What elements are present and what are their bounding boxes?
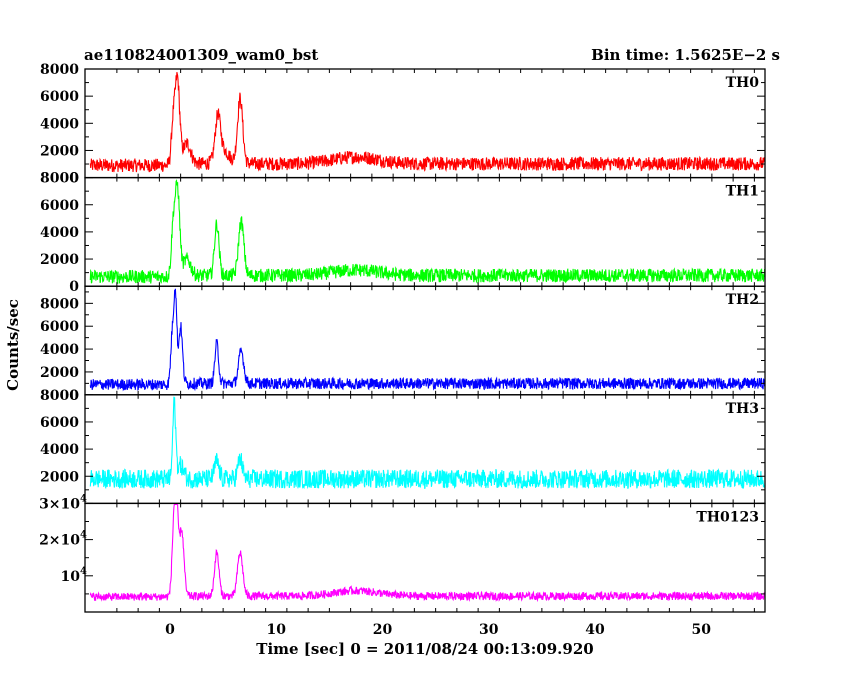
y-tick-label: 4000 (40, 225, 79, 241)
y-tick-label: 104 (61, 566, 87, 585)
panels-group: 02000400060008000TH002000400060008000TH1… (39, 62, 766, 638)
y-tick-label: 2000 (40, 252, 79, 268)
x-tick-label: 40 (585, 622, 605, 638)
panel-label: TH1 (726, 184, 759, 200)
panel-th2: 0 2000 4000 6000 8000 TH2 (40, 285, 766, 404)
series-line-th1 (89, 179, 766, 285)
y-tick-label: 2000 (40, 365, 79, 381)
y-tick-label: 2×104 (39, 530, 87, 549)
y-tick-label: 8000 (40, 171, 79, 187)
y-tick-exponent: 4 (80, 530, 87, 541)
x-tick-label: 50 (692, 622, 712, 638)
y-tick-label: 6000 (40, 89, 79, 105)
y-tick-label: 4000 (40, 342, 79, 358)
x-axis-label: Time [sec] 0 = 2011/08/24 00:13:09.920 (256, 640, 593, 658)
panel-th3: 2000 4000 6000 8000 TH3 (40, 388, 766, 505)
panel-label: TH0123 (696, 509, 759, 525)
series-line-th2 (89, 288, 766, 392)
x-tick-label: 10 (267, 622, 287, 638)
y-tick-exponent: 4 (80, 493, 87, 504)
y-tick-label: 3×104 (39, 493, 87, 512)
panel-th0: 0 2000 4000 6000 8000 TH0 (40, 62, 766, 187)
panel-label: TH2 (726, 292, 759, 308)
panel-label: TH3 (726, 401, 759, 417)
y-tick-label: 6000 (40, 198, 79, 214)
y-axis-label: Counts/sec (4, 299, 22, 391)
y-tick-label: 2000 (40, 143, 79, 159)
panel-th1: 0 2000 4000 6000 8000 TH1 (40, 171, 766, 295)
header-bin-time: Bin time: 1.5625E−2 s (591, 46, 780, 64)
x-tick-label: 20 (373, 622, 393, 638)
y-tick-label: 0 (69, 388, 79, 404)
y-tick-label: 8000 (40, 388, 79, 404)
y-tick-label: 4000 (40, 442, 79, 458)
panel-th0123: 104 2×104 3×104 TH0123 (39, 493, 766, 613)
series-line-th0 (89, 71, 766, 173)
y-tick-label: 4000 (40, 116, 79, 132)
x-tick-label: 30 (479, 622, 499, 638)
y-tick-label: 0 (69, 171, 79, 187)
y-tick-label: 6000 (40, 415, 79, 431)
y-tick-label: 0 (69, 279, 79, 295)
y-tick-exponent: 4 (80, 566, 87, 577)
y-tick-label: 8000 (40, 296, 79, 312)
series-line-th3 (89, 396, 766, 490)
series-line-th0123 (89, 503, 766, 603)
x-tick-label: 0 (165, 622, 175, 638)
y-tick-label: 8000 (40, 62, 79, 78)
header-source: ae110824001309_wam0_bst (84, 46, 318, 64)
y-tick-label: 2000 (40, 469, 79, 485)
y-tick-label: 6000 (40, 319, 79, 335)
panel-label: TH0 (726, 75, 760, 91)
